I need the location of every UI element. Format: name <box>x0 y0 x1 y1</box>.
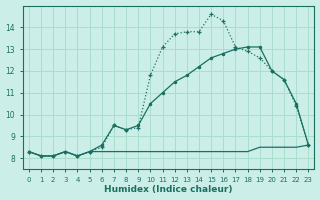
X-axis label: Humidex (Indice chaleur): Humidex (Indice chaleur) <box>104 185 233 194</box>
